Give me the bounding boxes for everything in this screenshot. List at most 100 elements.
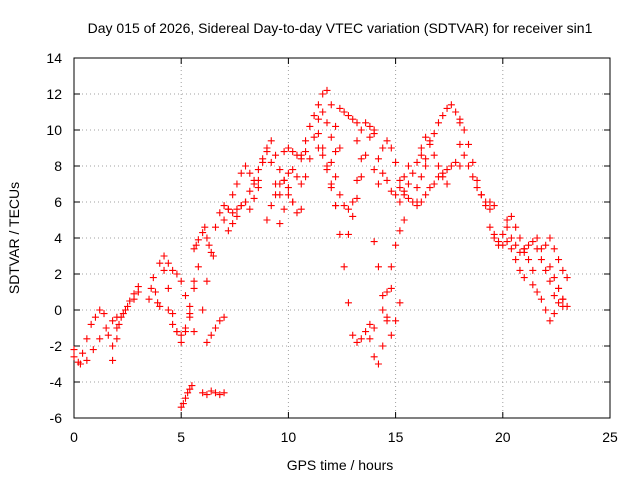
series-arc-6 — [156, 259, 202, 346]
data-point — [387, 263, 395, 271]
data-point — [242, 198, 250, 206]
grid-lines — [74, 58, 610, 418]
data-point — [289, 148, 297, 156]
x-axis-label: GPS time / hours — [287, 457, 394, 473]
data-point — [199, 229, 207, 237]
data-point — [332, 148, 340, 156]
y-tick-label: 8 — [54, 158, 62, 174]
data-point — [542, 241, 550, 249]
data-point — [323, 86, 331, 94]
series-arc-38 — [417, 133, 451, 188]
data-point — [289, 198, 297, 206]
data-point — [160, 252, 168, 260]
data-point — [126, 297, 134, 305]
data-point — [192, 241, 200, 249]
data-point — [366, 335, 374, 343]
data-point — [417, 198, 425, 206]
data-point — [267, 137, 275, 145]
data-point — [434, 119, 442, 127]
data-point — [383, 176, 391, 184]
data-point — [184, 389, 192, 397]
data-point — [486, 223, 494, 231]
data-point — [452, 108, 460, 116]
data-point — [379, 306, 387, 314]
y-tick-label: 2 — [54, 266, 62, 282]
data-point — [237, 169, 245, 177]
data-point — [332, 122, 340, 130]
data-point — [203, 277, 211, 285]
data-point — [177, 277, 185, 285]
series-arc-7 — [160, 252, 198, 336]
data-point — [507, 212, 515, 220]
data-point — [188, 382, 196, 390]
data-point — [336, 144, 344, 152]
data-point — [237, 202, 245, 210]
data-point — [529, 238, 537, 246]
data-point — [207, 248, 215, 256]
series-arc-10 — [190, 223, 217, 260]
data-point — [542, 306, 550, 314]
data-point — [533, 288, 541, 296]
series-arc-4 — [109, 288, 142, 364]
data-point — [169, 310, 177, 318]
data-point — [503, 216, 511, 224]
data-point — [306, 122, 314, 130]
data-point — [272, 151, 280, 159]
series-arc-36 — [396, 151, 430, 206]
data-point — [194, 263, 202, 271]
data-point — [550, 245, 558, 253]
data-point — [207, 387, 215, 395]
data-point — [319, 90, 327, 98]
data-point — [212, 223, 220, 231]
data-point — [520, 274, 528, 282]
data-point — [443, 104, 451, 112]
data-point — [186, 310, 194, 318]
data-point — [563, 274, 571, 282]
data-point — [314, 101, 322, 109]
data-point — [464, 140, 472, 148]
data-point — [392, 241, 400, 249]
axes: 0 5 10 15 20 25 -6 -4 -2 0 2 4 6 8 10 12 14 — [46, 50, 618, 445]
data-point — [194, 236, 202, 244]
data-point — [426, 137, 434, 145]
series-arc-14 — [220, 162, 258, 224]
series-arc-25 — [314, 130, 352, 307]
data-point — [229, 220, 237, 228]
data-point — [344, 205, 352, 213]
data-point — [186, 385, 194, 393]
data-point — [362, 119, 370, 127]
data-point — [430, 180, 438, 188]
data-point — [353, 338, 361, 346]
series-arc-15 — [224, 184, 262, 235]
data-point — [181, 292, 189, 300]
data-point — [422, 162, 430, 170]
data-point — [169, 266, 177, 274]
y-tick-label: 0 — [54, 302, 62, 318]
data-point — [254, 166, 262, 174]
data-point — [203, 234, 211, 242]
data-point — [430, 151, 438, 159]
data-point — [439, 169, 447, 177]
data-point — [443, 180, 451, 188]
data-point — [280, 176, 288, 184]
data-point — [507, 234, 515, 242]
data-point — [469, 173, 477, 181]
data-point — [417, 173, 425, 181]
data-point — [164, 259, 172, 267]
data-point — [336, 104, 344, 112]
x-tick-label: 5 — [177, 429, 185, 445]
data-point — [100, 310, 108, 318]
data-point — [400, 191, 408, 199]
data-point — [379, 144, 387, 152]
data-point — [349, 198, 357, 206]
series-arc-26 — [336, 104, 361, 127]
data-point — [76, 360, 84, 368]
data-point — [413, 202, 421, 210]
series-arc-23 — [306, 108, 340, 163]
data-point — [297, 205, 305, 213]
data-point — [233, 212, 241, 220]
data-point — [529, 281, 537, 289]
data-point — [512, 223, 520, 231]
data-point — [344, 112, 352, 120]
data-point — [490, 202, 498, 210]
